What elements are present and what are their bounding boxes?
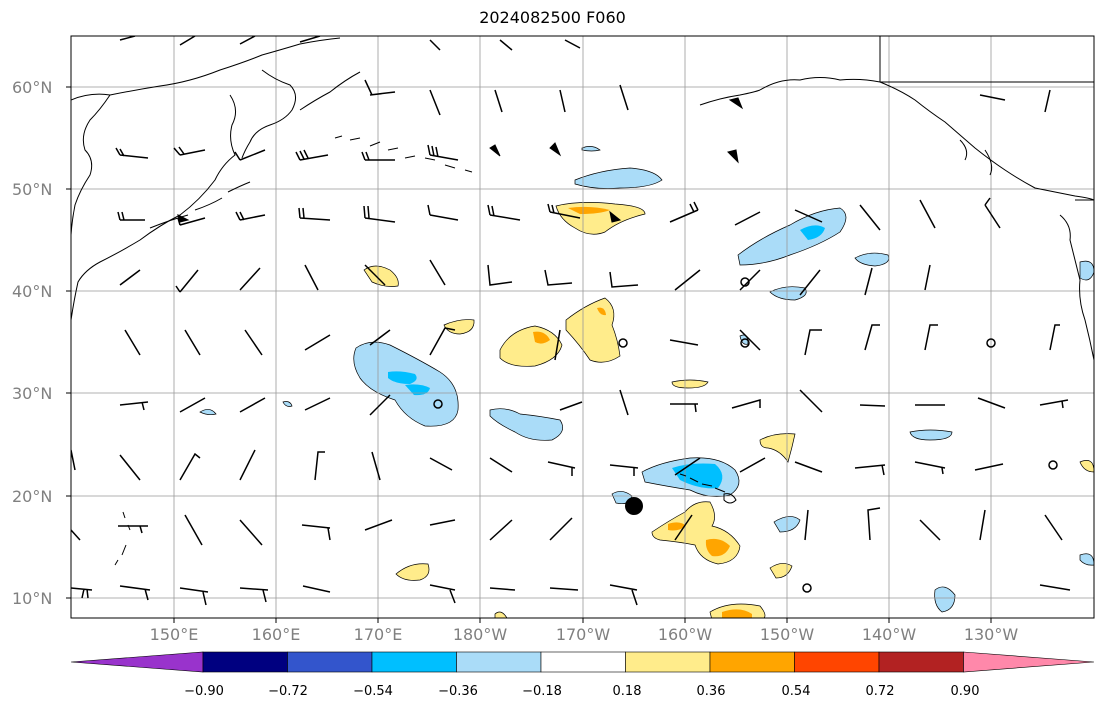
colorbar-tick: −0.90 — [174, 684, 234, 699]
positive-region — [566, 298, 620, 362]
negative-region — [738, 208, 846, 265]
colorbar-tick: 0.36 — [681, 684, 741, 699]
negative-region — [283, 402, 292, 407]
positive-region — [444, 320, 474, 334]
wind-flags — [178, 98, 742, 222]
negative-region — [855, 253, 889, 266]
positive-region — [652, 502, 740, 564]
location-marker — [625, 497, 643, 515]
colorbar-tick: −0.72 — [258, 684, 318, 699]
positive-region — [672, 380, 708, 388]
colorbar-tick: −0.54 — [343, 684, 403, 699]
negative-region — [910, 430, 952, 440]
negative-region — [354, 342, 458, 426]
negative-region — [1080, 261, 1094, 280]
colorbar-extend-min — [71, 652, 203, 672]
negative-region — [1080, 554, 1094, 565]
negative-region — [582, 146, 600, 151]
positive-region — [1080, 460, 1094, 472]
colorbar-segment — [795, 652, 880, 672]
negative-region — [575, 168, 662, 189]
positive-region — [495, 612, 508, 620]
colorbar-segment — [879, 652, 964, 672]
colorbar-tick: 0.72 — [850, 684, 910, 699]
colorbar — [71, 652, 1094, 672]
shaded-regions — [200, 146, 1094, 620]
colorbar-tick: −0.36 — [428, 684, 488, 699]
colorbar-segment — [288, 652, 373, 672]
colorbar-tick: −0.18 — [512, 684, 572, 699]
positive-region — [500, 326, 562, 366]
negative-region — [935, 587, 955, 612]
coastlines — [71, 36, 1094, 565]
colorbar-segment — [541, 652, 626, 672]
negative-region — [490, 409, 563, 441]
colorbar-tick: 0.54 — [766, 684, 826, 699]
colorbar-tick: 0.90 — [935, 684, 995, 699]
positive-region — [760, 434, 795, 462]
negative-region — [200, 409, 216, 414]
colorbar-segment — [203, 652, 288, 672]
colorbar-extend-max — [964, 652, 1095, 672]
colorbar-segment — [626, 652, 711, 672]
positive-region — [396, 564, 429, 581]
positive-region — [556, 202, 645, 234]
colorbar-tick: 0.18 — [597, 684, 657, 699]
positive-region — [770, 563, 792, 578]
colorbar-segment — [372, 652, 457, 672]
colorbar-segment — [710, 652, 795, 672]
colorbar-segment — [457, 652, 542, 672]
